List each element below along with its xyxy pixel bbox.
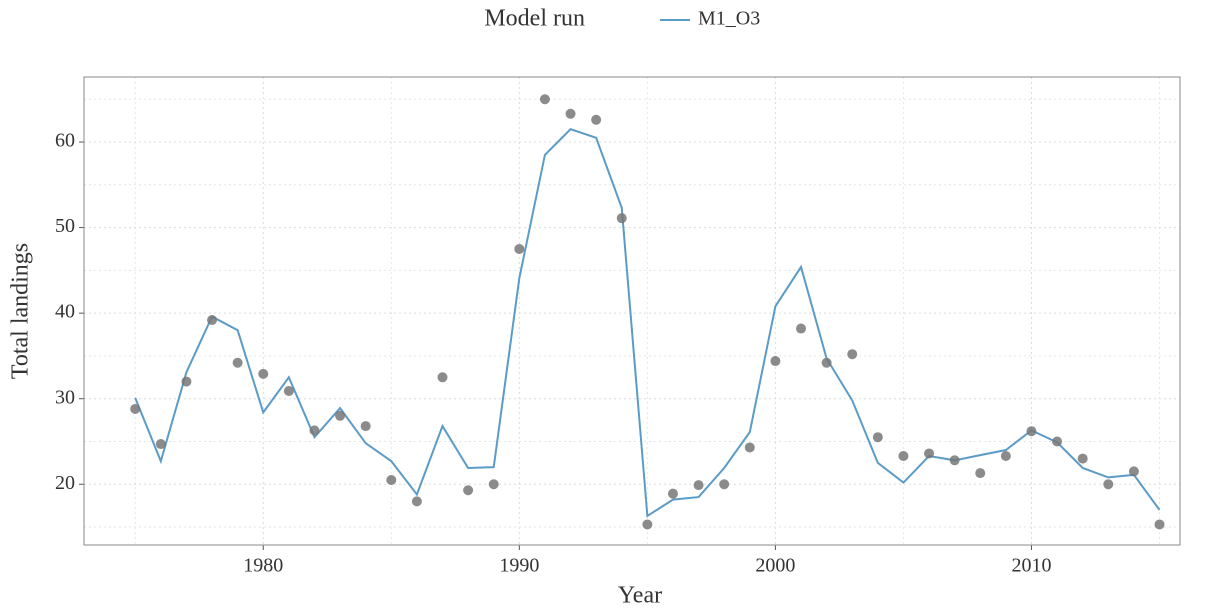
y-tick-label: 60	[55, 130, 75, 152]
x-tick-label: 1990	[499, 555, 539, 577]
observed-point	[642, 519, 653, 530]
observed-point	[975, 468, 986, 479]
observed-point	[565, 108, 576, 119]
y-tick-label: 20	[55, 472, 75, 494]
observed-point	[181, 376, 192, 387]
observed-point	[232, 357, 243, 368]
y-tick-label: 50	[55, 215, 75, 237]
observed-point	[796, 323, 807, 334]
observed-point	[821, 357, 832, 368]
plot-border	[83, 76, 1181, 546]
observed-point	[744, 442, 755, 453]
observed-point	[591, 114, 602, 125]
legend-label: M1_O3	[698, 8, 760, 30]
observed-point	[1052, 436, 1063, 447]
observed-point	[693, 480, 704, 491]
observed-point	[539, 94, 550, 105]
observed-point	[898, 451, 909, 462]
observed-point	[770, 356, 781, 367]
x-tick-label: 1980	[243, 555, 283, 577]
observed-point	[1000, 451, 1011, 462]
y-tick-label: 40	[55, 301, 75, 323]
observed-point	[360, 421, 371, 432]
observed-point	[847, 349, 858, 360]
x-tick-label: 2010	[1011, 555, 1051, 577]
observed-point	[667, 488, 678, 499]
observed-point	[514, 243, 525, 254]
observed-point	[1103, 479, 1114, 490]
series-line	[134, 128, 1161, 518]
observed-point	[130, 403, 141, 414]
observed-point	[949, 455, 960, 466]
observed-point	[258, 368, 269, 379]
observed-point	[411, 496, 422, 507]
observed-point	[1128, 466, 1139, 477]
y-tick-label: 30	[55, 386, 75, 408]
observed-point	[488, 479, 499, 490]
observed-point	[283, 385, 294, 396]
x-axis-label: Year	[618, 583, 662, 609]
x-tick-label: 2000	[755, 555, 795, 577]
observed-point	[463, 485, 474, 496]
legend-title: Model run	[484, 6, 585, 32]
observed-point	[1077, 453, 1088, 464]
observed-point	[155, 439, 166, 450]
observed-point	[924, 448, 935, 459]
observed-point	[872, 432, 883, 443]
observed-point	[437, 372, 448, 383]
observed-point	[1154, 519, 1165, 530]
observed-point	[616, 213, 627, 224]
observed-point	[207, 314, 218, 325]
observed-point	[1026, 426, 1037, 437]
observed-point	[386, 474, 397, 485]
observed-point	[719, 479, 730, 490]
observed-point	[335, 410, 346, 421]
observed-point	[309, 425, 320, 436]
y-axis-label: Total landings	[8, 243, 34, 379]
